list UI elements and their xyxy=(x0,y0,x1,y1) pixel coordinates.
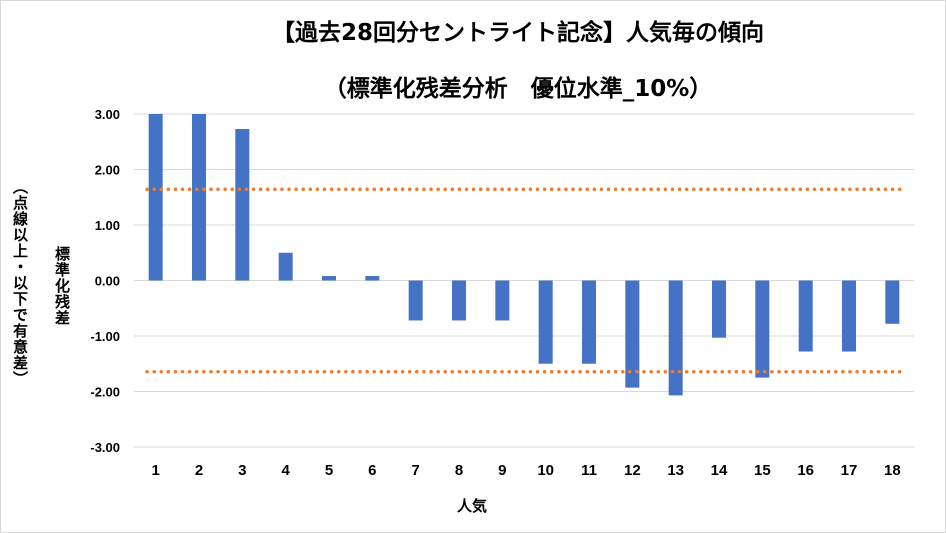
threshold-lines xyxy=(145,187,903,374)
y-axis-label-line-1: 標準化残差 xyxy=(53,245,71,326)
bar-9 xyxy=(495,280,510,321)
bar-8 xyxy=(452,280,466,321)
x-tick-label: 11 xyxy=(581,462,597,479)
x-tick-label: 6 xyxy=(368,462,376,479)
x-tick-label: 3 xyxy=(238,462,246,479)
bar-1 xyxy=(148,114,163,281)
x-tick-label: 8 xyxy=(455,462,463,479)
bar-14 xyxy=(712,280,726,338)
gridlines xyxy=(134,113,914,448)
y-tick-label: 0.00 xyxy=(95,274,120,289)
bar-18 xyxy=(885,280,900,324)
x-axis-label: 人気 xyxy=(457,497,487,515)
y-axis-label-line-2: （点線以上・以下で有意差） xyxy=(11,179,29,387)
x-tick-label: 1 xyxy=(151,462,159,479)
x-tick-label: 17 xyxy=(841,462,858,479)
y-tick-labels: 3.00 2.00 1.00 0.00 -1.00 -2.00 -3.00 xyxy=(90,107,120,455)
y-tick-label: 2.00 xyxy=(95,163,120,178)
y-tick-label: 3.00 xyxy=(95,107,120,122)
bar-10 xyxy=(538,280,553,364)
bar-12 xyxy=(625,280,640,388)
bar-2 xyxy=(192,114,206,281)
x-tick-label: 13 xyxy=(667,462,684,479)
x-tick-label: 12 xyxy=(624,462,641,479)
x-tick-label: 16 xyxy=(797,462,814,479)
chart-title: 【過去28回分セントライト記念】人気毎の傾向 xyxy=(272,19,764,46)
y-tick-label: -1.00 xyxy=(90,329,120,344)
x-tick-label: 4 xyxy=(281,462,290,479)
bar-6 xyxy=(365,276,380,281)
y-tick-label: 1.00 xyxy=(95,218,120,233)
bar-4 xyxy=(278,252,293,281)
bars xyxy=(148,114,900,396)
x-tick-label: 14 xyxy=(711,462,728,479)
x-tick-label: 2 xyxy=(195,462,203,479)
chart-subtitle: （標準化残差分析 優位水準_10%） xyxy=(324,75,713,102)
bar-5 xyxy=(322,276,336,281)
y-tick-label: -3.00 xyxy=(90,440,120,455)
x-tick-label: 7 xyxy=(411,462,419,479)
x-tick-label: 18 xyxy=(884,462,901,479)
bar-7 xyxy=(408,280,423,321)
x-tick-labels: 1 2 3 4 5 6 7 8 9 10 11 12 13 14 15 16 17 18 xyxy=(151,462,900,479)
bar-13 xyxy=(668,280,683,396)
bar-16 xyxy=(798,280,813,352)
bar-11 xyxy=(582,280,596,364)
y-tick-label: -2.00 xyxy=(90,385,120,400)
x-tick-label: 5 xyxy=(325,462,333,479)
bar-17 xyxy=(842,280,856,352)
bar-3 xyxy=(235,128,250,281)
x-tick-label: 10 xyxy=(537,462,554,479)
x-tick-label: 9 xyxy=(498,462,506,479)
bar-15 xyxy=(755,280,770,378)
x-tick-label: 15 xyxy=(754,462,771,479)
